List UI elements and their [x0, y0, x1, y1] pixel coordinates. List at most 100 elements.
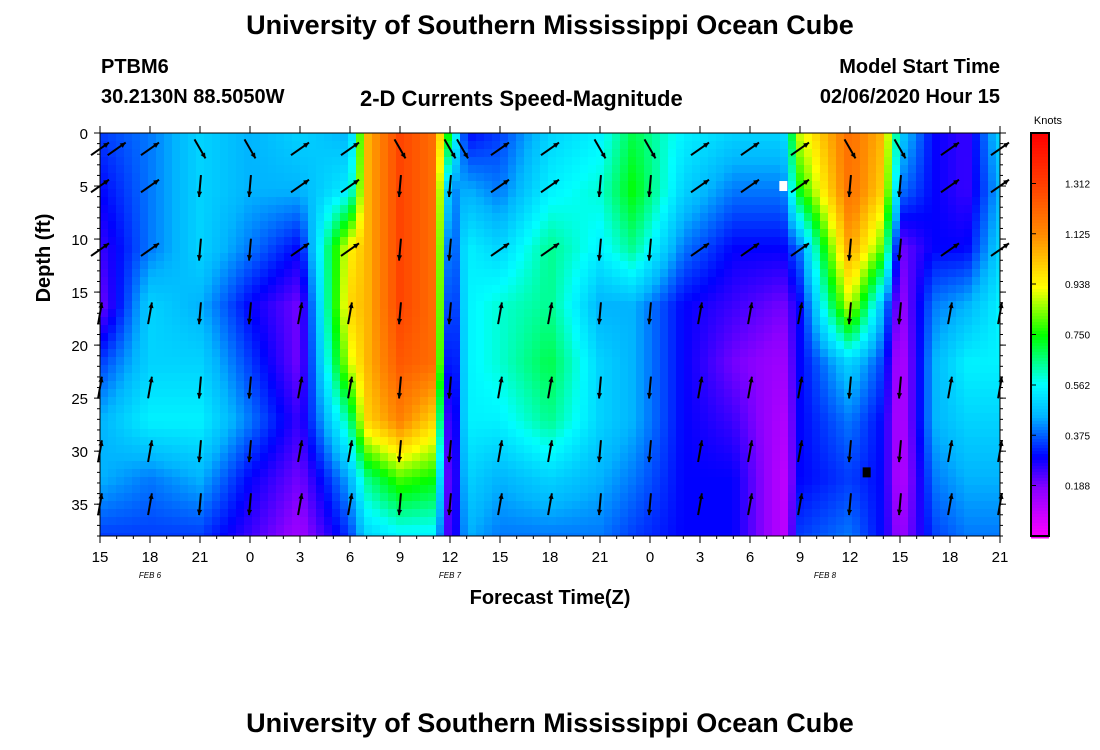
- heatmap-cell: [812, 397, 821, 406]
- heatmap-cell: [844, 365, 853, 374]
- heatmap-cell: [324, 453, 333, 462]
- heatmap-cell: [428, 501, 437, 510]
- heatmap-cell: [852, 213, 861, 222]
- heatmap-cell: [756, 173, 765, 182]
- heatmap-cell: [484, 325, 493, 334]
- heatmap-cell: [380, 317, 389, 326]
- heatmap-cell: [396, 325, 405, 334]
- heatmap-cell: [412, 325, 421, 334]
- heatmap-cell: [676, 181, 685, 190]
- heatmap-cell: [356, 197, 365, 206]
- heatmap-cell: [860, 461, 869, 470]
- heatmap-cell: [812, 261, 821, 270]
- heatmap-cell: [332, 213, 341, 222]
- heatmap-cell: [148, 229, 157, 238]
- heatmap-cell: [124, 373, 133, 382]
- heatmap-cell: [780, 221, 789, 230]
- heatmap-cell: [724, 453, 733, 462]
- heatmap-cell: [132, 261, 141, 270]
- heatmap-cell: [612, 381, 621, 390]
- heatmap-cell: [236, 453, 245, 462]
- heatmap-cell: [844, 381, 853, 390]
- heatmap-cell: [628, 149, 637, 158]
- heatmap-cell: [604, 301, 613, 310]
- heatmap-cell: [492, 357, 501, 366]
- heatmap-cell: [876, 229, 885, 238]
- heatmap-cell: [772, 285, 781, 294]
- heatmap-cell: [620, 381, 629, 390]
- heatmap-cell: [444, 213, 453, 222]
- heatmap-cell: [340, 397, 349, 406]
- heatmap-cell: [740, 405, 749, 414]
- heatmap-cell: [548, 229, 557, 238]
- heatmap-cell: [172, 149, 181, 158]
- heatmap-cell: [324, 485, 333, 494]
- heatmap-cell: [860, 149, 869, 158]
- heatmap-cell: [764, 277, 773, 286]
- heatmap-cell: [228, 197, 237, 206]
- heatmap-cell: [484, 157, 493, 166]
- heatmap-cell: [676, 525, 685, 534]
- heatmap-cell: [300, 493, 309, 502]
- heatmap-cell: [516, 341, 525, 350]
- heatmap-cell: [316, 421, 325, 430]
- heatmap-cell: [756, 133, 765, 142]
- heatmap-cell: [788, 301, 797, 310]
- heatmap-cell: [340, 213, 349, 222]
- heatmap-cell: [316, 189, 325, 198]
- heatmap-cell: [540, 453, 549, 462]
- heatmap-cell: [492, 509, 501, 518]
- heatmap-cell: [148, 469, 157, 478]
- heatmap-cell: [260, 269, 269, 278]
- heatmap-cell: [332, 245, 341, 254]
- heatmap-cell: [292, 197, 301, 206]
- heatmap-cell: [708, 173, 717, 182]
- heatmap-cell: [116, 293, 125, 302]
- heatmap-cell: [524, 165, 533, 174]
- heatmap-cell: [636, 453, 645, 462]
- heatmap-cell: [652, 141, 661, 150]
- heatmap-cell: [660, 277, 669, 286]
- heatmap-cell: [500, 277, 509, 286]
- heatmap-cell: [836, 181, 845, 190]
- heatmap-cell: [620, 333, 629, 342]
- heatmap-cell: [444, 269, 453, 278]
- heatmap-cell: [660, 397, 669, 406]
- heatmap-cell: [380, 277, 389, 286]
- heatmap-cell: [116, 285, 125, 294]
- heatmap-cell: [212, 525, 221, 534]
- heatmap-cell: [244, 277, 253, 286]
- heatmap-cell: [508, 325, 517, 334]
- heatmap-cell: [268, 301, 277, 310]
- heatmap-cell: [612, 429, 621, 438]
- heatmap-cell: [684, 261, 693, 270]
- heatmap-cell: [452, 389, 461, 398]
- heatmap-cell: [100, 317, 109, 326]
- heatmap-cell: [204, 421, 213, 430]
- heatmap-cell: [172, 525, 181, 534]
- heatmap-cell: [148, 269, 157, 278]
- heatmap-cell: [132, 189, 141, 198]
- heatmap-cell: [212, 381, 221, 390]
- heatmap-cell: [644, 445, 653, 454]
- heatmap-cell: [236, 357, 245, 366]
- heatmap-cell: [812, 325, 821, 334]
- heatmap-cell: [692, 517, 701, 526]
- heatmap-cell: [292, 277, 301, 286]
- heatmap-cell: [476, 181, 485, 190]
- heatmap-cell: [780, 485, 789, 494]
- heatmap-cell: [396, 205, 405, 214]
- heatmap-cell: [628, 525, 637, 534]
- heatmap-cell: [724, 213, 733, 222]
- heatmap-cell: [572, 421, 581, 430]
- heatmap-cell: [188, 309, 197, 318]
- heatmap-cell: [620, 149, 629, 158]
- heatmap-cell: [260, 405, 269, 414]
- heatmap-cell: [252, 405, 261, 414]
- heatmap-cell: [196, 341, 205, 350]
- heatmap-cell: [572, 205, 581, 214]
- heatmap-cell: [228, 157, 237, 166]
- heatmap-cell: [396, 357, 405, 366]
- heatmap-cell: [404, 501, 413, 510]
- heatmap-cell: [100, 205, 109, 214]
